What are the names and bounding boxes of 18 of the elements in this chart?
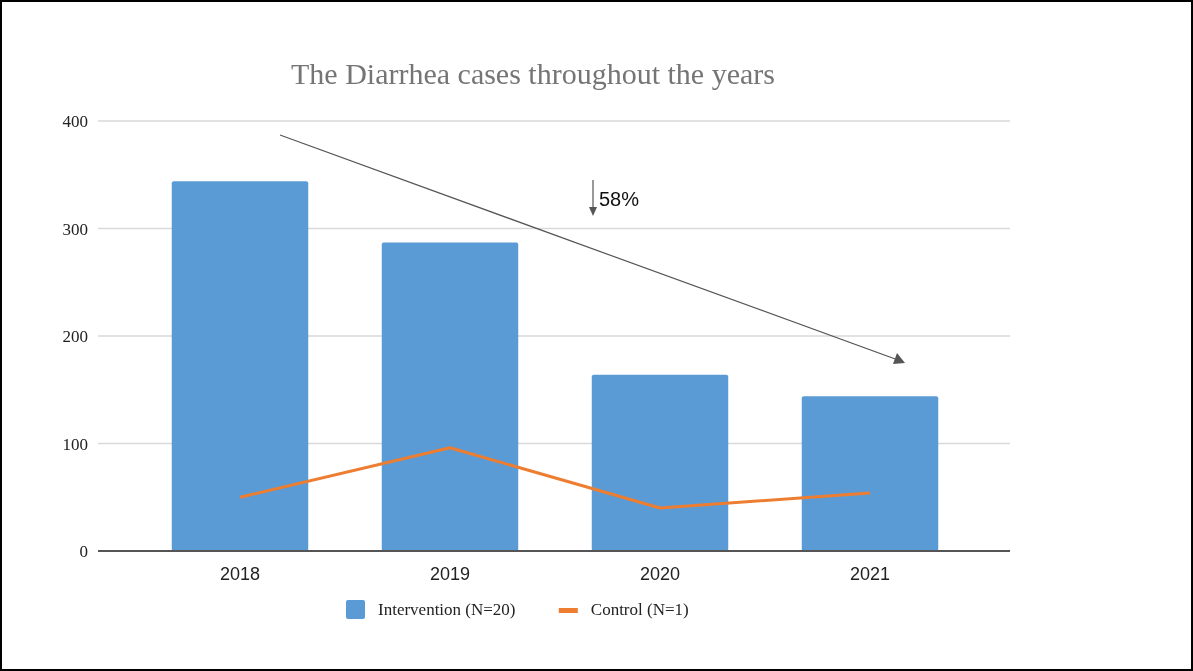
bar (171, 181, 309, 551)
y-tick-label: 0 (79, 542, 88, 561)
annotation: 58% (599, 188, 640, 210)
x-tick-label: 2021 (849, 564, 891, 584)
y-tick-label: 300 (62, 219, 88, 239)
bar (801, 396, 939, 551)
bar (381, 242, 519, 551)
y-tick-label: 400 (62, 112, 88, 131)
line-series (238, 446, 872, 510)
y-tick-label: 200 (62, 327, 88, 346)
x-tick-label: 2019 (429, 564, 471, 584)
chart-title: The Diarrhea cases throughout the years (291, 57, 775, 90)
x-tick-label: 2020 (639, 564, 681, 584)
legend-label: Intervention (N=20) (378, 600, 516, 619)
x-tick-label: 2018 (219, 564, 261, 584)
y-tick-label: 100 (62, 434, 88, 454)
bar (591, 374, 729, 551)
legend-label: Control (N=1) (590, 600, 689, 619)
